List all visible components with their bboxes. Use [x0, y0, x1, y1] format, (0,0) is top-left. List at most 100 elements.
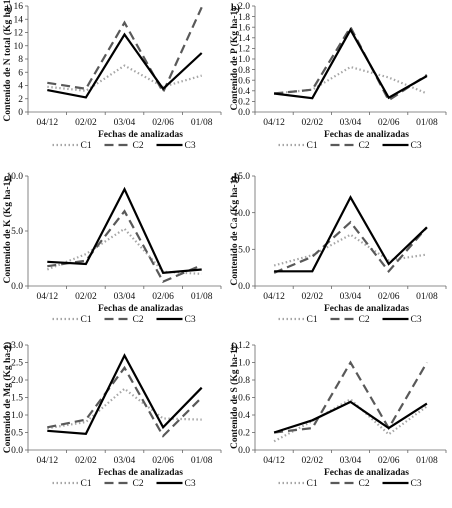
y-tick-label: 1.8 [238, 13, 250, 23]
series-line-c2 [273, 360, 428, 434]
series-line-c1 [273, 397, 428, 443]
y-tick-label: 0.0 [11, 282, 23, 292]
y-tick-label: 0.8 [238, 66, 250, 76]
y-tick-label: 10.0 [6, 172, 23, 182]
x-tick-label: 01/08 [191, 118, 213, 128]
y-tick-label: 0.2 [238, 98, 250, 108]
x-tick-label: 03/04 [340, 118, 362, 128]
legend-label: C2 [359, 141, 370, 151]
y-axis-label: Contenido de K (Kg ha-1) [2, 178, 13, 283]
x-tick-label: 01/08 [416, 292, 438, 302]
legend-label: C2 [133, 315, 144, 325]
y-tick-label: 0 [18, 108, 23, 118]
panel-letter: a) [4, 3, 12, 14]
series-line-c3 [47, 353, 203, 436]
y-tick-label: 0.2 [238, 429, 250, 439]
x-axis-label: Fechas de analizadas [98, 468, 183, 478]
y-axis-label: Contenido de N total (Kg ha-1) [2, 0, 13, 122]
legend-label: C1 [81, 479, 92, 489]
y-tick-label: 1.0 [238, 55, 250, 65]
x-tick-label: 03/04 [114, 118, 136, 128]
y-tick-label: 2.5 [11, 359, 23, 369]
chart-panel-2: 0.00.20.40.60.81.01.21.41.61.82.0 04/12 02… [229, 2, 447, 151]
legend-label: C3 [411, 315, 422, 325]
series-line-c3 [273, 400, 428, 434]
y-tick-label: 4 [18, 82, 23, 92]
x-axis-label: Fechas de analizadas [98, 130, 183, 140]
y-tick-label: 0.6 [238, 394, 250, 404]
y-axis-label: Contenido de P (Kg ha-1) [229, 8, 240, 111]
y-tick-label: 0.4 [238, 411, 250, 421]
series-line-c1 [47, 64, 203, 92]
panel-letter: d) [231, 173, 240, 184]
panel-letter: f) [231, 342, 238, 353]
y-tick-label: 0.4 [238, 87, 250, 97]
panel-letter: e) [4, 342, 12, 353]
y-tick-label: 0.8 [238, 376, 250, 386]
x-tick-label: 03/04 [340, 456, 362, 466]
legend-label: C2 [359, 315, 370, 325]
series-line-c2 [47, 209, 203, 284]
x-tick-label: 02/02 [301, 292, 323, 302]
legend-label: C3 [185, 479, 196, 489]
legend-label: C1 [81, 315, 92, 325]
chart-panel-6: 0.0 0.2 0.4 0.6 0.8 1.0 1.2 04/12 02/02 03/04 02/0… [229, 341, 447, 489]
y-tick-label: 0.5 [11, 429, 23, 439]
legend-label: C3 [411, 479, 422, 489]
x-tick-label: 02/02 [75, 456, 97, 466]
y-tick-label: 6 [18, 68, 23, 78]
y-tick-label: 8 [18, 55, 23, 65]
y-tick-label: 1.2 [238, 45, 250, 55]
x-tick-label: 04/12 [36, 292, 58, 302]
legend-label: C2 [133, 479, 144, 489]
y-tick-label: 1.0 [238, 359, 250, 369]
x-tick-label: 02/02 [301, 118, 323, 128]
x-tick-label: 03/04 [114, 456, 136, 466]
y-tick-label: 14 [14, 15, 24, 25]
x-tick-label: 02/02 [75, 118, 97, 128]
y-tick-label: 1.5 [11, 394, 23, 404]
panel-letter: c) [4, 173, 12, 184]
y-axis-label: Contenido de S (Kg ha-1) [229, 346, 240, 449]
x-axis-label: Fechas de analizadas [324, 468, 409, 478]
x-axis-label: Fechas de analizadas [324, 304, 409, 314]
x-tick-label: 04/12 [36, 456, 58, 466]
panel-letter: b) [231, 3, 240, 14]
y-tick-label: 10 [14, 42, 24, 52]
x-tick-label: 04/12 [36, 118, 58, 128]
x-tick-label: 01/08 [416, 456, 438, 466]
chart-panel-3: 0.0 5.0 10.0 04/12 02/02 03/04 02/06 01/08 c)Con… [2, 172, 222, 325]
y-tick-label: 2.0 [11, 376, 23, 386]
y-axis-label: Contenido de Ca (Kg ha-1) [229, 176, 240, 285]
x-axis-label: Fechas de analizadas [98, 304, 183, 314]
y-tick-label: 12 [14, 29, 24, 39]
y-tick-label: 0.0 [238, 446, 250, 456]
x-tick-label: 01/08 [191, 292, 213, 302]
legend-label: C2 [133, 141, 144, 151]
series-line-c2 [47, 365, 203, 438]
series-line-c1 [46, 227, 202, 275]
x-tick-label: 01/08 [416, 118, 438, 128]
y-tick-label: 16 [14, 2, 24, 12]
y-tick-label: 10.0 [233, 209, 250, 219]
y-axis-label: Contenido de Mg (Kg ha-1) [2, 342, 13, 453]
y-tick-label: 1.0 [11, 411, 23, 421]
x-tick-label: 04/12 [263, 292, 285, 302]
x-tick-label: 02/06 [152, 456, 174, 466]
y-tick-label: 15.0 [233, 172, 250, 182]
y-tick-label: 5.0 [11, 227, 23, 237]
y-tick-label: 2 [18, 95, 23, 105]
chart-panel-4: 0.0 5.0 10.0 15.0 04/12 02/02 03/04 02/06 01/08 d… [229, 172, 447, 325]
chart-panel-1: 0 2 4 6 8 10 12 14 16 04/12 02/02 03/04 02/06 01/08 a)… [2, 0, 222, 151]
series-line-c3 [47, 186, 202, 274]
series-line-c3 [274, 194, 428, 273]
x-tick-label: 02/06 [378, 292, 400, 302]
x-tick-label: 03/04 [340, 292, 362, 302]
legend-label: C1 [307, 141, 318, 151]
x-tick-label: 01/08 [191, 456, 213, 466]
x-tick-label: 02/06 [152, 118, 174, 128]
x-tick-label: 02/02 [301, 456, 323, 466]
y-tick-label: 1.4 [238, 34, 250, 44]
y-tick-label: 1.6 [238, 23, 250, 33]
